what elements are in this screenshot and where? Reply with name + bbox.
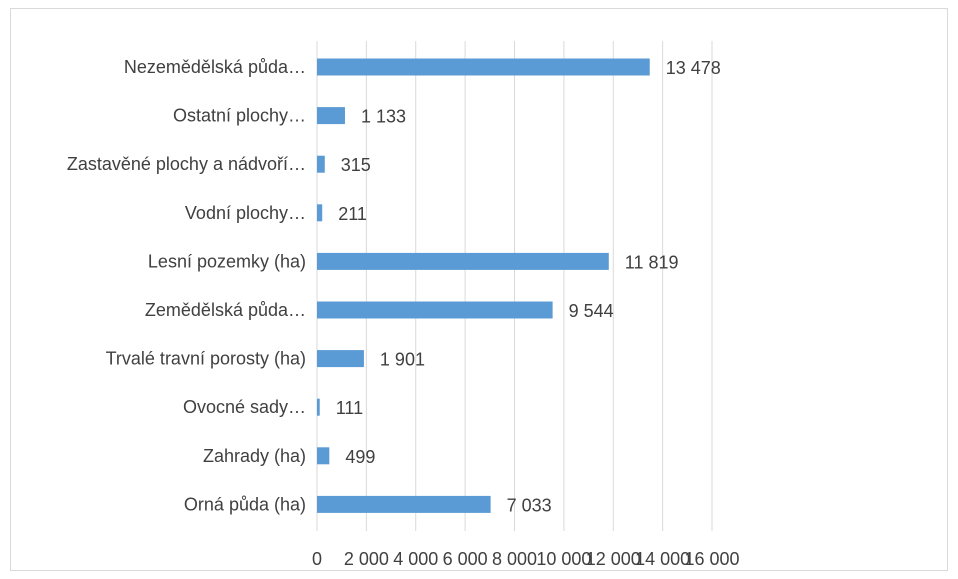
bar	[317, 58, 650, 76]
category-label: Zahrady (ha)	[203, 446, 306, 466]
data-label: 211	[338, 204, 367, 224]
bar	[317, 107, 345, 125]
bar-chart: Nezemědělská půda… Ostatní plochy… Zastavě…	[67, 41, 740, 569]
x-tick-label: 4 000	[393, 549, 438, 569]
data-label: 9 544	[569, 301, 614, 321]
x-tick-label: 16 000	[684, 549, 739, 569]
x-tick-label: 0	[312, 549, 322, 569]
x-tick-label: 2 000	[344, 549, 389, 569]
bar	[317, 155, 325, 173]
bar	[317, 350, 364, 368]
data-label: 1 901	[380, 350, 425, 370]
bar	[317, 495, 491, 513]
data-label: 499	[345, 447, 375, 467]
data-label: 13 478	[666, 58, 721, 78]
x-tick-label: 8 000	[492, 549, 537, 569]
category-label: Trvalé travní porosty (ha)	[106, 349, 306, 369]
x-tick-label: 10 000	[536, 549, 591, 569]
data-label: 11 819	[625, 252, 679, 272]
category-label: Vodní plochy…	[185, 203, 306, 223]
chart-area: Nezemědělská půda… Ostatní plochy… Zastavě…	[10, 8, 948, 571]
gridlines	[316, 41, 713, 531]
x-tick-label: 14 000	[635, 549, 690, 569]
bar	[317, 301, 553, 319]
bars	[317, 58, 650, 513]
category-label: Ovocné sady…	[183, 397, 306, 417]
category-label: Zastavěné plochy a nádvoří…	[67, 154, 306, 174]
category-label: Lesní pozemky (ha)	[148, 251, 306, 271]
bar	[317, 398, 320, 416]
category-label: Nezemědělská půda…	[124, 57, 306, 77]
bar	[317, 447, 330, 465]
bar	[317, 204, 323, 222]
data-label: 111	[336, 398, 363, 418]
category-label: Ostatní plochy…	[173, 106, 306, 126]
data-label: 315	[341, 155, 371, 175]
category-labels: Nezemědělská půda… Ostatní plochy… Zastavě…	[67, 57, 306, 514]
category-label: Zemědělská půda…	[145, 300, 306, 320]
data-label: 1 133	[361, 107, 406, 127]
x-tick-label: 12 000	[586, 549, 641, 569]
bar	[317, 252, 609, 270]
data-label: 7 033	[507, 495, 552, 515]
category-label: Orná půda (ha)	[184, 494, 306, 514]
x-tick-label: 6 000	[443, 549, 488, 569]
data-labels: 13 478 1 133 315 211 11 819 9 544 1 901 111 499 7…	[336, 58, 721, 515]
